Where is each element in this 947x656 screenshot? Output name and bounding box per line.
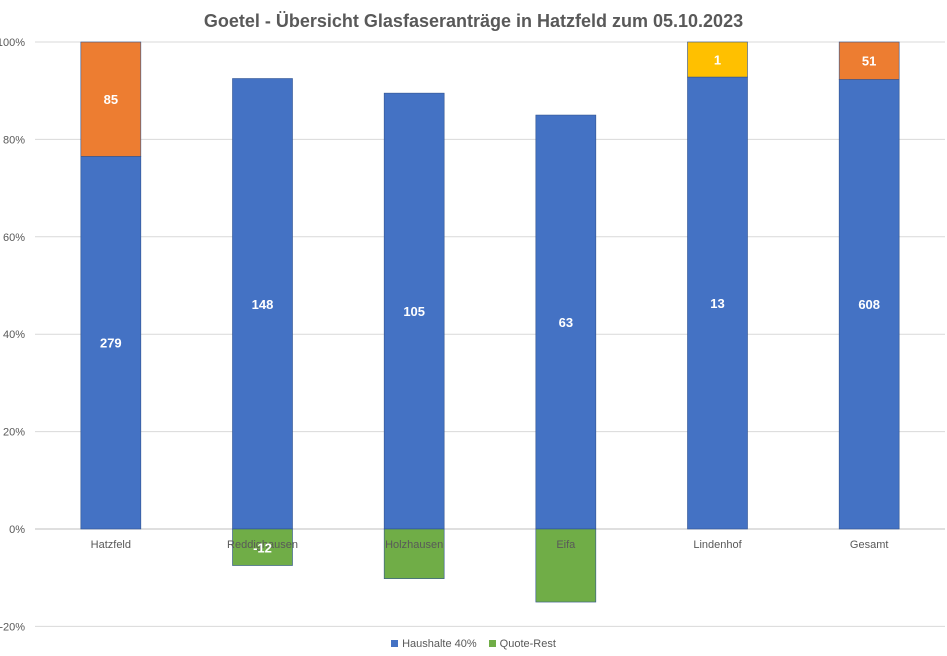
chart-title: Goetel - Übersicht Glasfaseranträge in H… <box>203 11 744 31</box>
legend: Haushalte 40% Quote-Rest <box>0 638 947 650</box>
bar <box>383 92 445 530</box>
x-tick-label: Reddighausen <box>227 539 298 551</box>
legend-label: Quote-Rest <box>499 638 556 650</box>
y-tick-label: 80% <box>3 134 25 146</box>
bar <box>838 41 900 80</box>
x-tick-label: Hatzfeld <box>91 539 131 551</box>
bar <box>838 79 900 530</box>
data-label: 13 <box>710 296 724 311</box>
bar <box>687 41 748 78</box>
bar <box>383 528 445 579</box>
data-label: 1 <box>714 53 721 68</box>
legend-label: Haushalte 40% <box>402 638 477 650</box>
x-tick-label: Lindenhof <box>693 539 742 551</box>
legend-swatch <box>488 640 496 647</box>
bar <box>535 114 597 530</box>
x-tick-label: Gesamt <box>850 539 889 551</box>
data-label: 148 <box>252 297 274 312</box>
data-label: 63 <box>559 315 573 330</box>
bar <box>687 76 748 530</box>
y-tick-label: 20% <box>3 427 25 439</box>
legend-item: Quote-Rest <box>488 638 556 650</box>
y-tick-label: -20% <box>0 621 25 633</box>
data-label: 105 <box>403 304 425 319</box>
data-label: 51 <box>862 54 876 69</box>
data-label: 279 <box>100 336 122 351</box>
y-tick-label: 100% <box>0 37 25 49</box>
x-tick-label: Eifa <box>556 539 576 551</box>
bar <box>535 528 597 603</box>
x-tick-label: Holzhausen <box>385 539 443 551</box>
bar <box>232 78 293 530</box>
y-tick-label: 60% <box>3 232 25 244</box>
data-label: -12 <box>253 540 272 555</box>
data-label: 608 <box>858 297 880 312</box>
bar <box>80 41 142 157</box>
legend-item: Haushalte 40% <box>391 638 477 650</box>
data-label: 85 <box>104 92 118 107</box>
bar <box>232 528 293 566</box>
legend-swatch <box>391 640 399 647</box>
y-tick-label: 0% <box>9 524 25 536</box>
y-tick-label: 40% <box>3 329 25 341</box>
